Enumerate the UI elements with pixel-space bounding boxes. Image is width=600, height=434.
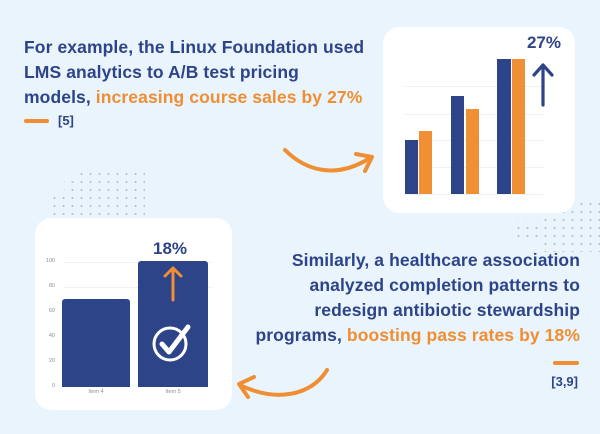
y-tick-100: 100 <box>45 258 55 264</box>
top-highlight: increasing course sales by 27% <box>95 87 363 107</box>
bar-group3-orange <box>512 59 525 194</box>
y-tick-40: 40 <box>48 333 55 339</box>
top-line-3: models, increasing course sales by 27% <box>24 85 384 110</box>
top-statement: For example, the Linux Foundation used L… <box>24 35 384 110</box>
bar-group1-blue <box>405 140 418 194</box>
bottom-line-2: analyzed completion patterns to <box>309 275 580 295</box>
bar-group3-blue <box>497 59 511 194</box>
curved-arrow-right-icon <box>283 148 374 173</box>
bar-item-4 <box>62 299 130 387</box>
bar-group2-blue <box>451 96 464 194</box>
sales-chart-card: 27% <box>383 27 575 213</box>
check-circle-icon <box>152 324 191 362</box>
y-tick-20: 20 <box>48 358 55 364</box>
arrow-up-icon <box>532 63 554 107</box>
pass-rate-increase-label: 18% <box>153 239 188 258</box>
y-tick-60: 60 <box>48 308 55 314</box>
bar-group2-orange <box>466 109 479 194</box>
dot-pattern-left <box>50 170 145 215</box>
bottom-divider <box>553 361 579 365</box>
bottom-line-4-plain: programs, <box>255 325 347 345</box>
bottom-statement: Similarly, a healthcare association anal… <box>220 248 580 348</box>
bottom-line-1: Similarly, a healthcare association <box>291 250 580 270</box>
y-tick-80: 80 <box>48 283 55 289</box>
bottom-reference: [3,9] <box>551 374 578 389</box>
pass-rate-chart-card: 100 80 60 40 20 0 Item 4 Item 5 18% <box>35 218 232 410</box>
top-line-3-plain: models, <box>24 87 96 107</box>
top-line-2: LMS analytics to A/B test pricing <box>24 62 299 82</box>
top-reference: [5] <box>58 113 74 128</box>
bottom-line-4: programs, boosting pass rates by 18% <box>220 323 580 348</box>
bottom-highlight: boosting pass rates by 18% <box>346 325 580 345</box>
arrow-up-icon <box>163 266 183 302</box>
top-line-1: For example, the Linux Foundation used <box>24 37 365 57</box>
curved-arrow-left-icon <box>237 368 329 399</box>
top-divider <box>24 119 49 123</box>
x-label-item-4: Item 4 <box>88 389 104 395</box>
bar-group1-orange <box>419 131 432 194</box>
x-label-item-5: Item 5 <box>165 389 181 395</box>
y-tick-0: 0 <box>51 383 55 389</box>
bottom-line-3: redesign antibiotic stewardship <box>314 300 580 320</box>
sales-increase-label: 27% <box>526 33 561 52</box>
